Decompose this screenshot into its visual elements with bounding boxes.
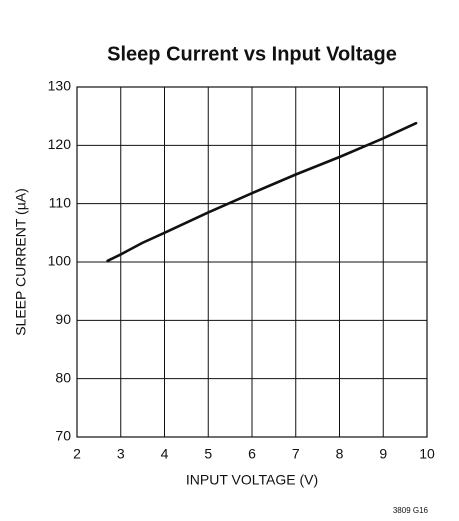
y-tick-label: 100 (48, 253, 72, 269)
data-line (106, 121, 418, 263)
x-axis-label: INPUT VOLTAGE (V) (186, 472, 318, 488)
plot-frame (76, 86, 428, 438)
figure-note: 3809 G16 (393, 506, 429, 515)
x-tick-label: 7 (292, 446, 300, 462)
y-tick-label: 70 (55, 428, 71, 444)
x-tick-label: 4 (161, 446, 169, 462)
y-axis-label: SLEEP CURRENT (µA) (13, 188, 29, 336)
y-tick-label: 130 (48, 78, 72, 94)
y-tick-label: 80 (55, 369, 71, 385)
x-tick-label: 9 (379, 446, 387, 462)
x-tick-label: 10 (419, 446, 435, 462)
y-tick-label: 120 (48, 136, 72, 152)
y-tick-label: 110 (49, 194, 72, 210)
x-tick-label: 6 (248, 446, 256, 462)
x-tick-label: 3 (117, 446, 125, 462)
x-tick-label: 8 (336, 446, 344, 462)
chart-title: Sleep Current vs Input Voltage (107, 43, 397, 65)
x-tick-label: 5 (204, 446, 212, 462)
y-tick-label: 90 (55, 311, 71, 327)
x-tick-label: 2 (73, 446, 81, 462)
